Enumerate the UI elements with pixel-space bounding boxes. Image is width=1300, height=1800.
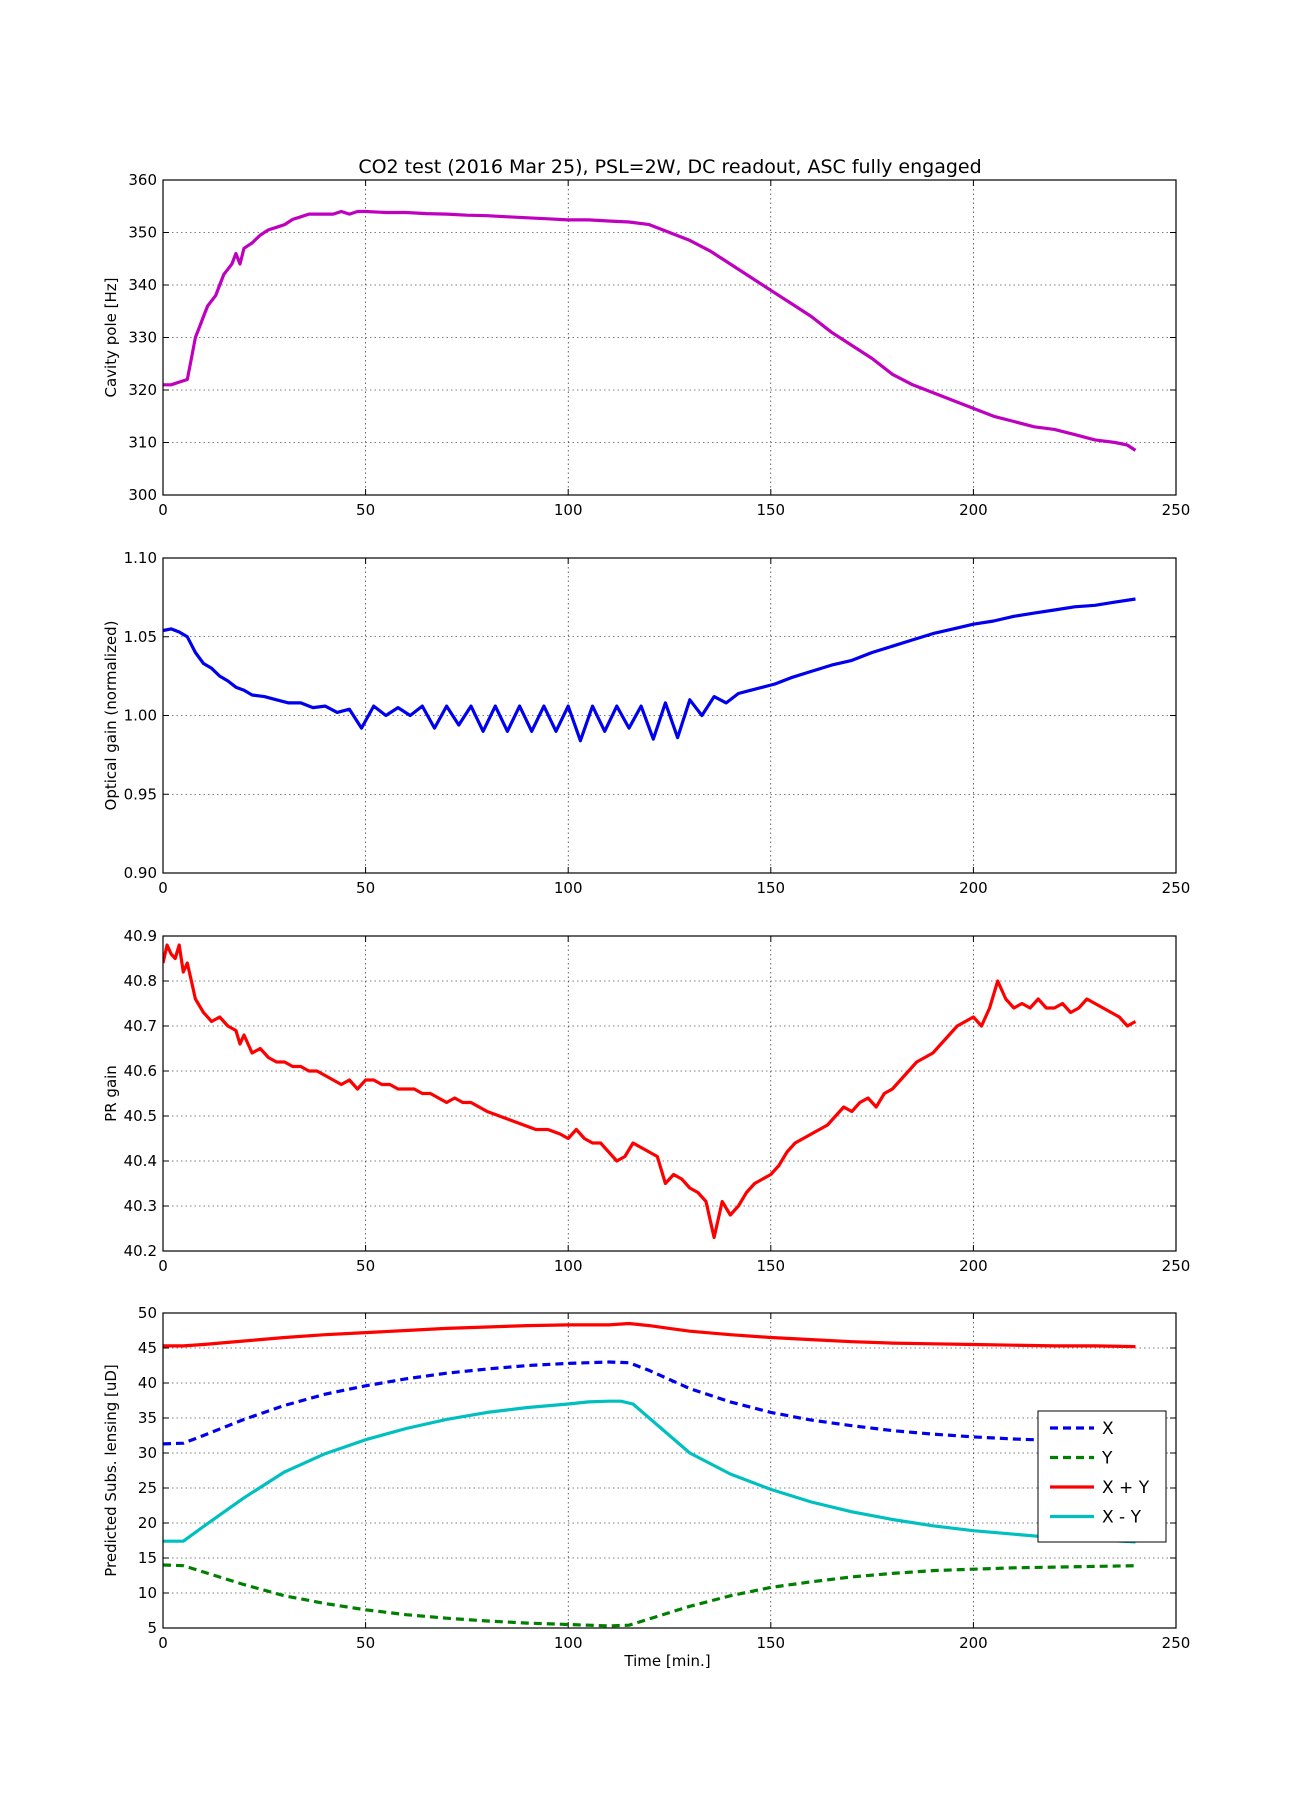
y-tick-label: 40.5	[124, 1107, 157, 1125]
axes-frame	[162, 935, 1177, 1252]
x-tick-label: 50	[356, 1634, 375, 1652]
x-tick-label: 200	[959, 1257, 988, 1275]
y-tick-label: 5	[147, 1619, 157, 1637]
y-tick-label: 40.9	[124, 927, 157, 945]
y-axis-label: Cavity pole [Hz]	[102, 278, 120, 398]
y-tick-label: 1.05	[124, 628, 157, 646]
x-tick-label: 50	[356, 501, 375, 519]
axes-frame	[162, 1312, 1177, 1629]
y-tick-label: 340	[128, 276, 157, 294]
x-tick-label: 250	[1162, 1257, 1191, 1275]
legend-label: X + Y	[1102, 1478, 1150, 1498]
x-tick-label: 100	[554, 879, 583, 897]
y-tick-label: 40.3	[124, 1197, 157, 1215]
x-tick-label: 100	[554, 501, 583, 519]
y-tick-label: 40.8	[124, 972, 157, 990]
x-tick-label: 150	[756, 879, 785, 897]
y-tick-label: 25	[138, 1479, 157, 1497]
y-axis-label: Predicted Subs. lensing [uD]	[102, 1364, 120, 1577]
y-tick-label: 50	[138, 1304, 157, 1322]
chart-panel-3: 0 50 100 150 200 250 40.2 40.3 40.4 40.5 40.6 40.7 4…	[102, 927, 1190, 1275]
y-tick-label: 40	[138, 1374, 157, 1392]
legend-label: X - Y	[1102, 1508, 1142, 1528]
x-tick-label: 200	[959, 501, 988, 519]
y-tick-label: 20	[138, 1514, 157, 1532]
chart-panel-2: 0 50 100 150 200 250 0.90 0.95 1.00 1.05 1.10 Optic…	[102, 549, 1190, 897]
x-tick-label: 250	[1162, 501, 1191, 519]
x-tick-label: 250	[1162, 879, 1191, 897]
x-tick-label: 50	[356, 1257, 375, 1275]
y-tick-label: 35	[138, 1409, 157, 1427]
series-line-1	[163, 597, 1136, 743]
x-tick-label: 50	[356, 879, 375, 897]
y-tick-label: 320	[128, 381, 157, 399]
y-tick-label: 15	[138, 1549, 157, 1567]
series-line-x-y	[163, 1399, 1136, 1544]
axes-frame	[162, 179, 1177, 496]
y-tick-label: 1.10	[124, 549, 157, 567]
series-line-1	[163, 209, 1137, 452]
y-axis-label: PR gain	[102, 1065, 120, 1122]
y-tick-label: 310	[128, 434, 157, 452]
series-line-y	[163, 1563, 1136, 1628]
y-tick-label: 300	[128, 486, 157, 504]
series-line-x-y	[163, 1321, 1136, 1349]
x-tick-label: 200	[959, 879, 988, 897]
y-tick-label: 350	[128, 224, 157, 242]
x-tick-label: 0	[158, 501, 168, 519]
y-tick-label: 40.6	[124, 1062, 157, 1080]
x-tick-label: 250	[1162, 1634, 1191, 1652]
x-tick-label: 0	[158, 1257, 168, 1275]
x-tick-label: 150	[756, 1634, 785, 1652]
legend-box	[1037, 1410, 1167, 1543]
x-tick-label: 150	[756, 501, 785, 519]
x-tick-label: 150	[756, 1257, 785, 1275]
y-tick-label: 330	[128, 329, 157, 347]
series-line-1	[163, 943, 1137, 1240]
y-tick-label: 1.00	[124, 707, 157, 725]
x-axis-label: Time [min.]	[623, 1652, 710, 1670]
y-tick-label: 30	[138, 1444, 157, 1462]
y-tick-label: 0.95	[124, 785, 157, 803]
legend: XY X + Y X - Y	[1037, 1410, 1167, 1543]
chart-panels: 0 50 100 150 200 250300310320330340350360Cavi…	[102, 171, 1190, 1670]
legend-label: X	[1102, 1419, 1114, 1439]
x-tick-label: 200	[959, 1634, 988, 1652]
y-tick-label: 0.90	[124, 864, 157, 882]
y-tick-label: 40.4	[124, 1152, 157, 1170]
series-line-x	[163, 1360, 1136, 1446]
y-tick-label: 360	[128, 171, 157, 189]
chart-panel-1: 0 50 100 150 200 250 300 310 320 330 340 350 360 Cavi…	[102, 171, 1190, 519]
x-tick-label: 100	[554, 1257, 583, 1275]
y-tick-label: 40.7	[124, 1017, 157, 1035]
chart-panel-4: 0 50 100 150 200 250 5 10 15 20 25 30 35 40 45 50 Predic…	[102, 1304, 1190, 1670]
x-tick-label: 0	[158, 1634, 168, 1652]
x-tick-label: 100	[554, 1634, 583, 1652]
y-axis-label: Optical gain (normalized)	[102, 621, 120, 811]
figure-title: CO2 test (2016 Mar 25), PSL=2W, DC reado…	[358, 156, 981, 178]
axes-frame	[162, 557, 1177, 874]
y-tick-label: 10	[138, 1584, 157, 1602]
x-tick-label: 0	[158, 879, 168, 897]
legend-label: Y	[1101, 1449, 1113, 1469]
y-tick-label: 40.2	[124, 1242, 157, 1260]
y-tick-label: 45	[138, 1339, 157, 1357]
